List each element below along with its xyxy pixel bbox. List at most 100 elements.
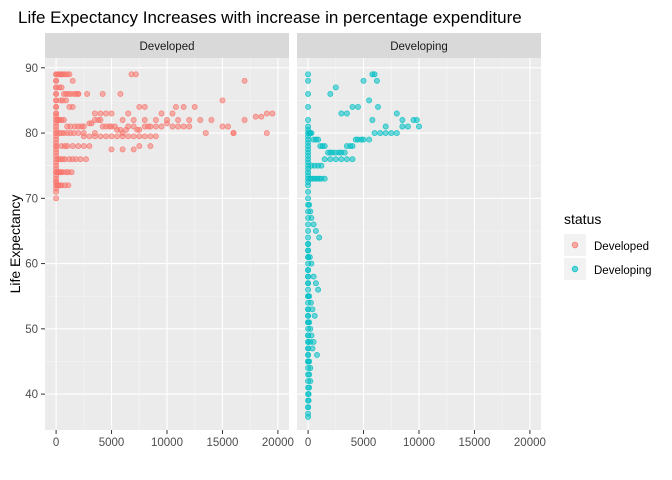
data-point — [332, 156, 339, 163]
data-point — [147, 133, 154, 140]
data-point — [349, 156, 356, 163]
data-point — [349, 143, 356, 150]
data-point — [164, 117, 170, 123]
data-point — [86, 143, 93, 150]
data-point — [327, 90, 334, 97]
x-tick-label: 15000 — [206, 437, 238, 449]
data-point — [360, 77, 367, 84]
data-point — [305, 152, 312, 159]
legend: status Developed Developing — [564, 211, 652, 280]
data-point — [399, 123, 406, 130]
data-point — [191, 103, 198, 110]
data-point — [307, 325, 314, 332]
data-point — [169, 123, 176, 130]
data-point — [53, 143, 60, 150]
data-point — [305, 312, 312, 319]
y-axis: 40 50 60 70 80 90 — [25, 63, 45, 401]
data-point — [83, 156, 89, 163]
data-point — [305, 247, 312, 254]
data-point — [305, 195, 312, 202]
data-point — [416, 123, 422, 130]
data-point — [63, 97, 70, 104]
data-point — [305, 254, 312, 261]
data-point — [305, 293, 312, 300]
data-point — [152, 117, 159, 123]
data-point — [305, 139, 312, 146]
data-point — [53, 195, 60, 202]
data-point — [338, 110, 345, 117]
data-point — [175, 117, 182, 123]
x-tick-label: 10000 — [151, 437, 183, 449]
data-point — [377, 130, 384, 137]
data-point — [318, 162, 325, 169]
data-point — [69, 77, 76, 84]
data-point — [91, 110, 98, 117]
data-point — [305, 117, 312, 123]
data-point — [307, 365, 314, 371]
data-point — [308, 130, 315, 137]
points-developing — [305, 71, 422, 420]
data-point — [91, 130, 98, 137]
data-point — [305, 397, 312, 404]
y-tick-label: 40 — [25, 389, 38, 401]
data-point — [75, 130, 82, 137]
data-point — [208, 117, 215, 123]
data-point — [241, 117, 248, 123]
grid-developed — [45, 58, 289, 430]
data-point — [373, 77, 380, 84]
x-tick-label: 0 — [53, 437, 59, 449]
data-point — [360, 136, 367, 143]
legend-label-developing: Developing — [594, 265, 652, 277]
data-point — [53, 84, 60, 91]
data-point — [53, 71, 60, 78]
data-point — [371, 71, 378, 78]
data-point — [343, 110, 350, 117]
data-point — [305, 345, 312, 352]
data-point — [97, 117, 104, 123]
data-point — [306, 384, 313, 391]
data-point — [307, 299, 314, 306]
data-point — [263, 110, 270, 117]
data-point — [64, 143, 71, 150]
data-point — [172, 103, 179, 110]
data-point — [186, 117, 193, 123]
x-tick-label: 20000 — [514, 437, 546, 449]
facet-label-developing: Developing — [390, 41, 448, 53]
data-point — [147, 143, 154, 150]
data-point — [269, 110, 276, 117]
data-point — [86, 133, 93, 140]
y-tick-label: 70 — [25, 193, 38, 205]
data-point — [305, 221, 312, 228]
data-point — [315, 286, 322, 293]
data-point — [66, 71, 73, 78]
data-point — [108, 146, 115, 153]
data-point — [99, 90, 106, 97]
data-point — [321, 143, 328, 150]
data-point — [130, 146, 137, 153]
data-point — [53, 110, 60, 117]
y-tick-label: 60 — [25, 259, 38, 271]
data-point — [305, 286, 312, 293]
data-point — [141, 103, 148, 110]
data-point — [343, 156, 350, 163]
data-point — [371, 130, 378, 137]
y-axis-title: Life Expectancy — [7, 195, 23, 294]
data-point — [225, 123, 231, 130]
x-tick-label: 0 — [305, 437, 311, 449]
data-point — [382, 130, 389, 137]
data-point — [305, 319, 312, 326]
data-point — [305, 306, 312, 313]
legend-marker-developed — [571, 241, 579, 249]
data-point — [305, 227, 312, 234]
data-point — [307, 208, 314, 215]
data-point — [119, 146, 126, 153]
data-point — [393, 130, 400, 137]
data-point — [75, 90, 82, 97]
data-point — [321, 156, 328, 163]
data-point — [366, 97, 373, 104]
legend-marker-developing — [571, 265, 579, 273]
data-point — [305, 188, 312, 195]
data-point — [307, 378, 314, 385]
legend-title: status — [564, 211, 601, 227]
data-point — [312, 280, 319, 287]
